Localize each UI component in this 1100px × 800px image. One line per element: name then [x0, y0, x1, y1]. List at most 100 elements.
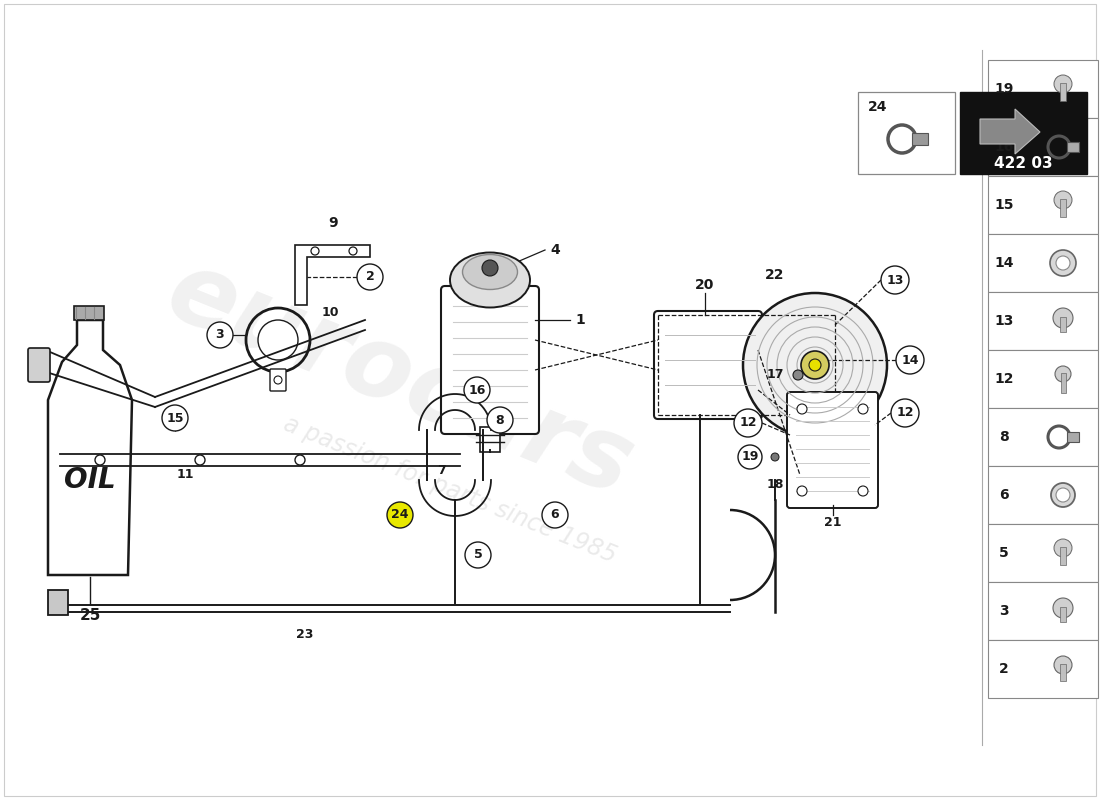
Circle shape [738, 445, 762, 469]
Bar [988, 118, 1098, 176]
Bar [48, 590, 68, 615]
Bar [1067, 142, 1079, 152]
Bar [988, 350, 1098, 408]
Text: 10: 10 [321, 306, 339, 318]
Text: 13: 13 [887, 274, 904, 286]
Bar [1060, 317, 1066, 332]
Circle shape [1050, 250, 1076, 276]
Text: 5: 5 [474, 549, 483, 562]
Bar [960, 92, 1087, 174]
Bar [1060, 547, 1066, 565]
Ellipse shape [450, 253, 530, 307]
Text: 16: 16 [994, 140, 1014, 154]
Circle shape [487, 407, 513, 433]
Circle shape [734, 409, 762, 437]
Circle shape [1054, 75, 1072, 93]
Text: eurocars: eurocars [153, 242, 647, 518]
Text: 15: 15 [166, 411, 184, 425]
Circle shape [274, 376, 282, 384]
Text: 7: 7 [438, 463, 447, 477]
Text: 422 03: 422 03 [993, 157, 1053, 171]
Circle shape [1054, 191, 1072, 209]
Bar [1060, 664, 1066, 681]
Text: 18: 18 [767, 478, 783, 491]
Circle shape [349, 247, 358, 255]
FancyBboxPatch shape [270, 369, 286, 391]
Text: 6: 6 [551, 509, 559, 522]
Circle shape [881, 266, 909, 294]
Text: 21: 21 [824, 517, 842, 530]
Bar [988, 292, 1098, 350]
Text: 22: 22 [766, 268, 784, 282]
Bar [988, 640, 1098, 698]
Circle shape [295, 455, 305, 465]
Circle shape [464, 377, 490, 403]
Text: 15: 15 [994, 198, 1014, 212]
Bar [1060, 199, 1066, 217]
Circle shape [793, 370, 803, 380]
Text: 24: 24 [868, 100, 888, 114]
Text: 14: 14 [901, 354, 918, 366]
Bar [1060, 83, 1066, 101]
Circle shape [1056, 256, 1070, 270]
Bar [912, 133, 928, 145]
Text: 9: 9 [328, 216, 338, 230]
Text: a passion for parts since 1985: a passion for parts since 1985 [280, 412, 620, 568]
Text: 3: 3 [216, 329, 224, 342]
Bar [988, 408, 1098, 466]
Bar [1060, 373, 1066, 393]
FancyBboxPatch shape [441, 286, 539, 434]
Text: 6: 6 [999, 488, 1009, 502]
FancyBboxPatch shape [654, 311, 762, 419]
Circle shape [358, 264, 383, 290]
Text: 14: 14 [994, 256, 1014, 270]
Circle shape [1056, 488, 1070, 502]
Circle shape [1054, 539, 1072, 557]
Bar [480, 427, 501, 452]
Text: 1: 1 [575, 313, 585, 327]
Text: 25: 25 [79, 607, 101, 622]
Text: 19: 19 [994, 82, 1014, 96]
Bar [988, 60, 1098, 118]
Bar [988, 524, 1098, 582]
Circle shape [482, 260, 498, 276]
Bar [1067, 432, 1079, 442]
Text: 4: 4 [550, 243, 560, 257]
Circle shape [771, 453, 779, 461]
Circle shape [801, 351, 829, 379]
Bar [858, 92, 955, 174]
Polygon shape [295, 245, 370, 305]
Circle shape [1050, 483, 1075, 507]
Bar [988, 176, 1098, 234]
Circle shape [808, 359, 821, 371]
Polygon shape [980, 109, 1040, 154]
Circle shape [207, 322, 233, 348]
Circle shape [258, 320, 298, 360]
Text: 23: 23 [296, 629, 314, 642]
Text: 5: 5 [999, 546, 1009, 560]
FancyBboxPatch shape [28, 348, 50, 382]
Bar [74, 306, 104, 320]
Text: 13: 13 [994, 314, 1014, 328]
Text: 24: 24 [392, 509, 409, 522]
Circle shape [542, 502, 568, 528]
Circle shape [95, 455, 104, 465]
Polygon shape [48, 320, 132, 575]
Circle shape [798, 486, 807, 496]
Text: 2: 2 [999, 662, 1009, 676]
Circle shape [1053, 598, 1072, 618]
Text: 11: 11 [176, 469, 194, 482]
Bar [988, 466, 1098, 524]
Text: 8: 8 [999, 430, 1009, 444]
Circle shape [465, 542, 491, 568]
Text: 8: 8 [496, 414, 504, 426]
Circle shape [162, 405, 188, 431]
Circle shape [891, 399, 918, 427]
Circle shape [798, 404, 807, 414]
Text: OIL: OIL [64, 466, 116, 494]
Text: 19: 19 [741, 450, 759, 463]
Circle shape [896, 346, 924, 374]
Circle shape [387, 502, 412, 528]
Circle shape [1054, 656, 1072, 674]
Text: 16: 16 [469, 383, 486, 397]
